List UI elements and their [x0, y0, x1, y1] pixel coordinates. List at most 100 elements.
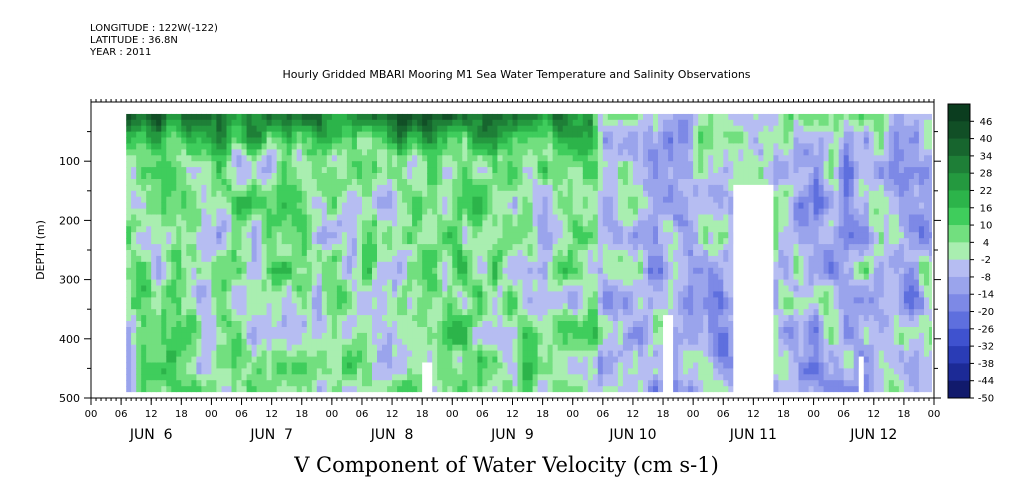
heatmap-cell [537, 143, 544, 150]
heatmap-cell [141, 315, 147, 322]
heatmap-cell [236, 167, 243, 174]
heatmap-cell [181, 113, 187, 121]
heatmap-cell [301, 125, 308, 133]
heatmap-cell [457, 232, 463, 239]
heatmap-cell [653, 344, 659, 352]
heatmap-cell [256, 125, 263, 133]
heatmap-cell [311, 131, 318, 139]
heatmap-cell [151, 161, 157, 168]
heatmap-cell [512, 131, 519, 139]
heatmap-cell [422, 261, 428, 269]
heatmap-cell [221, 279, 228, 287]
heatmap-cell [216, 273, 222, 281]
heatmap-cell [341, 131, 348, 139]
heatmap-cell [427, 297, 433, 304]
heatmap-cell [457, 350, 463, 358]
heatmap-cell [542, 173, 549, 180]
heatmap-cell [392, 368, 398, 375]
heatmap-cell [622, 303, 629, 310]
heatmap-cell [622, 161, 629, 168]
heatmap-cell [281, 143, 288, 150]
heatmap-cell [306, 119, 313, 127]
heatmap-cell [527, 202, 534, 210]
heatmap-cell [236, 273, 243, 281]
heatmap-cell [477, 196, 483, 204]
heatmap-cell [316, 285, 323, 292]
heatmap-cell [442, 232, 448, 239]
heatmap-cell [477, 261, 483, 269]
heatmap-cell [577, 190, 584, 198]
heatmap-cell [367, 238, 373, 245]
heatmap-cell [306, 167, 313, 174]
heatmap-cell [497, 190, 503, 198]
heatmap-cell [462, 214, 468, 221]
heatmap-cell [422, 255, 428, 263]
heatmap-cell [472, 273, 478, 281]
heatmap-cell [141, 261, 147, 269]
heatmap-cell [211, 137, 217, 144]
heatmap-cell [597, 315, 604, 322]
heatmap-cell [241, 149, 248, 156]
heatmap-cell [637, 303, 644, 310]
heatmap-cell [191, 149, 197, 156]
heatmap-cell [186, 350, 192, 358]
heatmap-cell [226, 350, 233, 358]
heatmap-cell [547, 261, 554, 269]
heatmap-cell [311, 244, 318, 251]
heatmap-cell [131, 155, 137, 162]
heatmap-cell [557, 297, 564, 304]
heatmap-cell [126, 356, 132, 364]
heatmap-cell [422, 232, 428, 239]
heatmap-cell [301, 167, 308, 174]
heatmap-cell [261, 386, 268, 393]
heatmap-cell [236, 267, 243, 275]
heatmap-cell [156, 350, 162, 358]
heatmap-cell [617, 255, 624, 263]
heatmap-cell [497, 131, 503, 139]
heatmap-cell [487, 338, 493, 346]
heatmap-cell [276, 303, 283, 310]
heatmap-cell [387, 190, 393, 198]
heatmap-cell [412, 279, 418, 287]
heatmap-cell [131, 374, 137, 381]
heatmap-cell [241, 143, 248, 150]
heatmap-cell [597, 267, 604, 275]
heatmap-cell [417, 238, 423, 245]
heatmap-cell [266, 184, 273, 192]
heatmap-cell [241, 208, 248, 216]
heatmap-cell [387, 226, 393, 233]
heatmap-cell [587, 232, 594, 239]
heatmap-cell [467, 238, 473, 245]
heatmap-cell [562, 285, 569, 292]
heatmap-cell [306, 297, 313, 304]
heatmap-cell [311, 113, 318, 121]
heatmap-cell [577, 202, 584, 210]
heatmap-cell [266, 344, 273, 352]
heatmap-cell [607, 232, 614, 239]
heatmap-cell [346, 244, 353, 251]
heatmap-cell [271, 167, 278, 174]
heatmap-cell [648, 250, 654, 257]
heatmap-cell [281, 190, 288, 198]
heatmap-cell [542, 220, 549, 227]
heatmap-cell [301, 214, 308, 221]
heatmap-cell [141, 303, 147, 310]
heatmap-cell [216, 386, 222, 393]
heatmap-cell [587, 380, 594, 387]
heatmap-cell [336, 149, 343, 156]
heatmap-cell [517, 125, 524, 133]
heatmap-cell [472, 321, 478, 328]
heatmap-cell [131, 327, 137, 334]
heatmap-cell [517, 374, 524, 381]
heatmap-cell [637, 131, 644, 139]
heatmap-cell [522, 202, 529, 210]
heatmap-cell [362, 214, 368, 221]
heatmap-cell [472, 344, 478, 352]
heatmap-cell [502, 238, 509, 245]
heatmap-cell [452, 291, 458, 298]
heatmap-cell [296, 184, 303, 192]
heatmap-cell [417, 143, 423, 150]
heatmap-cell [146, 332, 152, 340]
heatmap-cell [422, 161, 428, 168]
heatmap-cell [532, 196, 539, 204]
